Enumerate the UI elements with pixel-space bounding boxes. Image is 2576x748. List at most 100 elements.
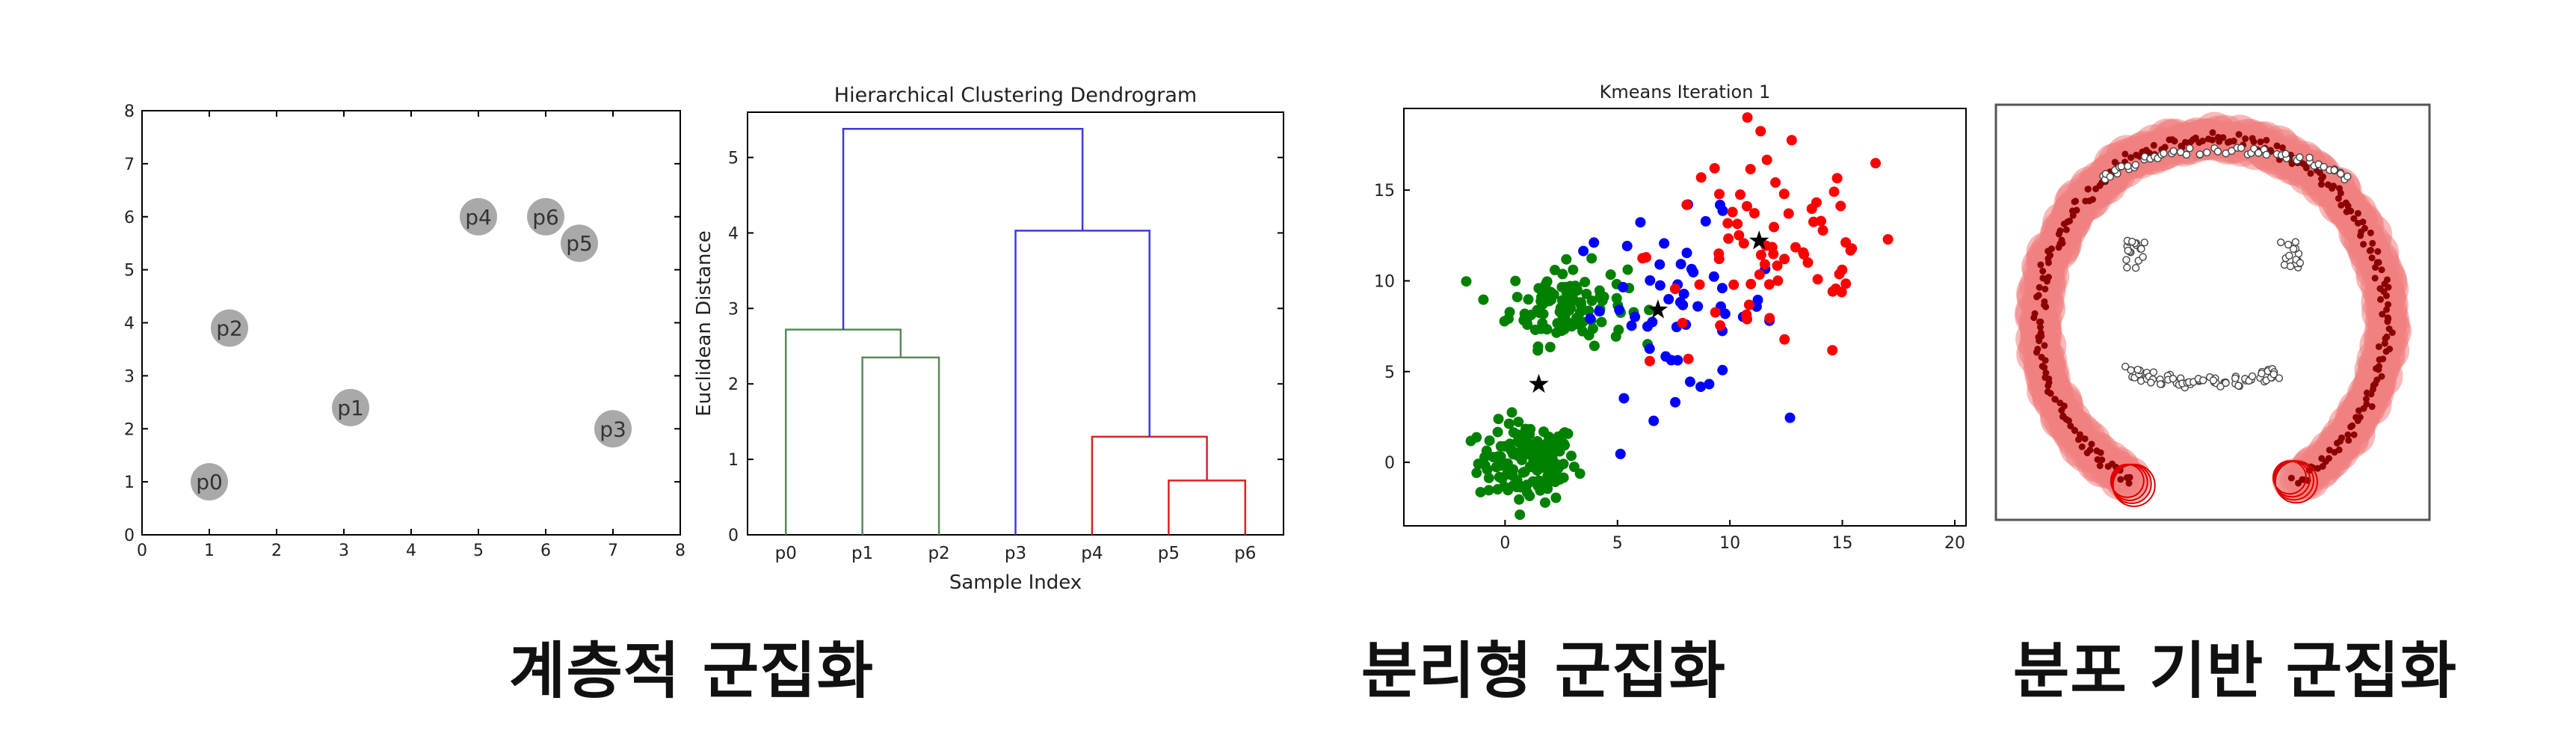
y-tick-label: 5 [728,150,739,168]
core-point [2088,441,2095,448]
noise-point [2336,170,2345,178]
core-point [2324,181,2332,188]
core-point [2360,241,2367,248]
y-tick-label: 3 [124,367,135,386]
core-point [2345,437,2352,444]
y-tick-label: 6 [124,209,135,227]
data-point [1537,298,1548,310]
core-point [2042,285,2049,292]
core-point [2383,276,2391,283]
core-point [2375,363,2382,370]
data-point [1550,492,1562,503]
noise-point [2169,375,2178,383]
data-point [1815,215,1826,227]
points-scatter-chart: 0 1 2 3 4 5 6 7 8 0 1 2 3 4 5 6 7 8 p0 p1 p2 p3 p4 p5 p6 [124,102,685,560]
noise-point [2296,153,2304,162]
data-point [1578,245,1589,257]
point-label: p3 [600,417,626,441]
data-point [1563,318,1574,329]
centroid-star [1648,299,1668,319]
points-scatter-panel: 0 1 2 3 4 5 6 7 8 0 1 2 3 4 5 6 7 8 p0 p1 p2 p3 p4 p5 p6 [112,0,703,568]
core-point [2385,325,2393,333]
data-point [1840,237,1852,248]
data-point [1812,274,1823,285]
data-point [1717,364,1728,375]
core-point [2150,141,2157,149]
data-point [1475,486,1486,497]
noise-point [2149,368,2158,376]
point-label: p5 [566,231,593,256]
noise-point [2124,162,2132,171]
data-point [1499,481,1510,492]
data-point [1622,264,1633,275]
leaf-label: p2 [928,544,949,563]
core-point [2349,422,2356,429]
data-point [1580,277,1591,288]
data-point [1714,188,1725,200]
leaf-label: p1 [851,544,873,563]
data-point [1732,218,1743,230]
core-point [2336,185,2344,192]
centroid-star [1748,230,1769,250]
core-point [2375,343,2382,350]
data-point [1743,299,1754,310]
data-point [1644,355,1655,367]
noise-point [2284,240,2293,249]
data-point [1618,281,1629,292]
data-point [1681,199,1692,210]
data-point [1621,240,1633,251]
dendrogram-link [1091,435,1208,535]
data-point [1626,320,1637,331]
data-point [1728,279,1740,290]
data-point [1594,306,1605,317]
core-point [2187,138,2194,146]
data-point [1742,112,1753,123]
y-tick-label: 1 [124,473,135,492]
x-axis-label: Sample Index [949,571,1082,594]
data-point [1835,200,1846,212]
data-point [1532,345,1544,356]
core-point [2326,447,2333,454]
data-point [1645,275,1656,286]
core-point [2055,244,2062,251]
data-point [1783,208,1794,219]
core-point [2042,357,2049,364]
leaf-label: p5 [1158,544,1180,563]
chart-title: Kmeans Iteration 1 [1600,82,1771,102]
noise-point [2137,245,2145,253]
core-point [2058,407,2065,414]
data-point [1870,158,1882,169]
y-tick-label: 5 [1384,364,1395,382]
core-point [2033,293,2041,301]
data-point [1637,253,1648,264]
data-point [1594,285,1605,296]
core-point [2287,474,2295,482]
data-point [1772,275,1784,286]
x-tick-label: 3 [339,542,349,560]
data-point [1754,269,1765,280]
data-point [1799,249,1810,260]
data-point [1654,280,1666,291]
x-tick-label: 4 [406,542,416,560]
noise-point [2209,376,2218,384]
core-point [2081,435,2089,443]
core-point [2354,219,2361,227]
data-point [1834,269,1845,280]
chart-title: Hierarchical Clustering Dendrogram [834,84,1197,107]
data-point [1779,334,1790,345]
point-marker [527,197,564,236]
caption-hierarchical: 계층적 군집화 [508,636,875,707]
data-point [1722,218,1734,229]
core-point [2325,455,2332,462]
core-point [2033,349,2041,356]
data-point [1523,294,1534,305]
core-point [2125,479,2133,487]
data-point [1541,276,1553,287]
y-tick-label: 2 [728,375,739,394]
core-point [2097,449,2104,456]
plot-frame [1994,103,2431,521]
noise-point [2213,147,2222,156]
data-point [1508,449,1519,460]
noise-point [2202,148,2211,157]
data-point [1683,353,1694,364]
